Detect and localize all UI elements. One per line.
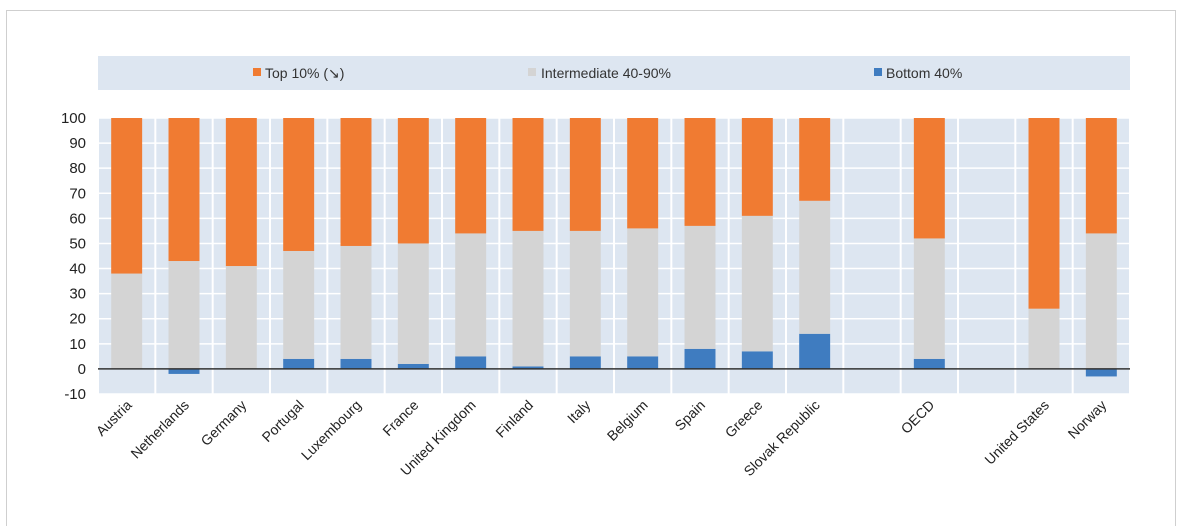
x-category-label: Italy — [564, 397, 593, 426]
bar-intermediate — [684, 225, 716, 349]
bar-bottom-40 — [684, 348, 716, 369]
bar-top-10 — [569, 118, 601, 231]
bar-top-10 — [111, 118, 143, 274]
bar-intermediate — [627, 228, 659, 357]
legend-swatch-top — [253, 68, 261, 76]
bar-top-10 — [340, 118, 372, 246]
bar-bottom-40 — [397, 363, 429, 369]
x-category-label: Norway — [1065, 397, 1110, 442]
bar-top-10 — [913, 118, 945, 239]
bar-bottom-40 — [913, 358, 945, 369]
bar-intermediate — [799, 200, 831, 334]
y-tick-label: 60 — [69, 210, 86, 227]
bar-bottom-40 — [340, 358, 372, 369]
y-tick-label: 50 — [69, 235, 86, 252]
bar-intermediate — [1085, 233, 1117, 369]
bar-intermediate — [1028, 308, 1060, 369]
y-tick-label: 80 — [69, 160, 86, 177]
bar-top-10 — [627, 118, 659, 229]
bars — [111, 118, 1117, 377]
legend-label-bottom: Bottom 40% — [886, 65, 962, 81]
bar-top-10 — [512, 118, 544, 231]
bar-top-10 — [1028, 118, 1060, 309]
y-tick-label: 100 — [61, 110, 86, 127]
plot-column-bg — [959, 118, 1015, 394]
x-category-label: United States — [981, 397, 1052, 468]
bar-top-10 — [455, 118, 487, 234]
bar-top-10 — [799, 118, 831, 201]
bar-intermediate — [168, 261, 200, 369]
bar-intermediate — [913, 238, 945, 359]
bar-intermediate — [512, 230, 544, 367]
x-category-label: Luxembourg — [298, 397, 364, 463]
y-tick-label: 40 — [69, 261, 86, 278]
plot-column-bg — [844, 118, 900, 394]
y-tick-label: 70 — [69, 185, 86, 202]
bar-bottom-40 — [168, 368, 200, 374]
bar-bottom-40 — [1085, 368, 1117, 377]
bar-top-10 — [225, 118, 257, 267]
bar-bottom-40 — [799, 333, 831, 369]
y-tick-label: 10 — [69, 336, 86, 353]
bar-top-10 — [283, 118, 315, 251]
x-category-label: Portugal — [259, 397, 307, 445]
legend-label-top: Top 10% (↘) — [265, 65, 344, 81]
bar-top-10 — [1085, 118, 1117, 234]
bar-bottom-40 — [283, 358, 315, 369]
bar-intermediate — [283, 250, 315, 359]
legend-label-intermediate: Intermediate 40-90% — [541, 65, 671, 81]
gridlines — [98, 117, 1130, 395]
bar-top-10 — [168, 118, 200, 262]
bar-intermediate — [569, 230, 601, 357]
y-tick-label: 20 — [69, 311, 86, 328]
bar-bottom-40 — [741, 351, 773, 369]
legend-swatch-bottom — [874, 68, 882, 76]
bar-bottom-40 — [569, 356, 601, 369]
y-tick-label: 90 — [69, 135, 86, 152]
x-category-label: Austria — [93, 397, 135, 439]
bar-intermediate — [225, 266, 257, 369]
bar-intermediate — [397, 243, 429, 364]
x-category-label: Netherlands — [127, 397, 192, 462]
bar-intermediate — [340, 245, 372, 359]
x-category-label: Germany — [197, 397, 249, 449]
x-category-label: France — [379, 397, 421, 439]
x-category-label: Spain — [671, 397, 708, 434]
legend: Top 10% (↘) Intermediate 40-90% Bottom 4… — [253, 65, 962, 81]
bar-top-10 — [684, 118, 716, 226]
bar-bottom-40 — [627, 356, 659, 369]
x-category-label: Greece — [722, 397, 766, 441]
y-tick-label: -10 — [64, 386, 86, 403]
bar-bottom-40 — [455, 356, 487, 369]
bar-intermediate — [111, 273, 143, 369]
x-category-label: Belgium — [604, 397, 651, 444]
y-tick-label: 30 — [69, 286, 86, 303]
bar-intermediate — [741, 215, 773, 352]
legend-band — [98, 56, 1130, 90]
bar-top-10 — [397, 118, 429, 244]
bar-intermediate — [455, 233, 487, 357]
y-tick-label: 0 — [78, 361, 86, 378]
x-category-label: Finland — [492, 397, 536, 441]
bar-top-10 — [741, 118, 773, 216]
x-category-label: OECD — [898, 397, 938, 437]
legend-swatch-intermediate — [528, 68, 536, 76]
bar-bottom-40 — [512, 366, 544, 369]
